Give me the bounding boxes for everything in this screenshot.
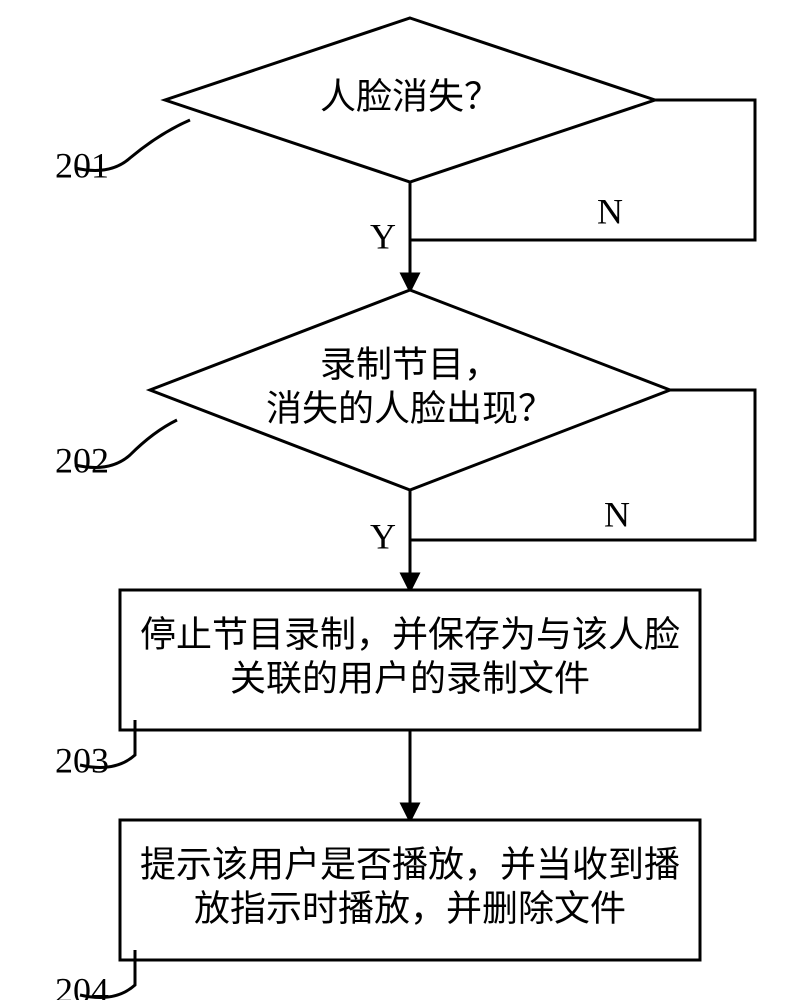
svg-text:消失的人脸出现？: 消失的人脸出现？	[266, 388, 554, 428]
svg-text:停止节目录制，并保存为与该人脸: 停止节目录制，并保存为与该人脸	[140, 614, 680, 654]
ref-label: 203	[55, 740, 109, 780]
process-node: 提示该用户是否播放，并当收到播放指示时播放，并删除文件 204	[55, 820, 700, 1000]
ref-label: 201	[55, 145, 109, 185]
svg-text:放指示时播放，并删除文件: 放指示时播放，并删除文件	[194, 888, 626, 928]
ref-label: 204	[55, 970, 109, 1000]
decision-node: 人脸消失？ 201	[55, 18, 655, 185]
svg-text:录制节目，: 录制节目，	[320, 344, 500, 384]
decision-node: 录制节目，消失的人脸出现？ 202	[55, 290, 670, 490]
svg-text:关联的用户的录制文件: 关联的用户的录制文件	[230, 658, 590, 698]
ref-label: 202	[55, 440, 109, 480]
edge-label-no: N	[604, 494, 630, 534]
process-node: 停止节目录制，并保存为与该人脸关联的用户的录制文件 203	[55, 590, 700, 780]
svg-text:人脸消失？: 人脸消失？	[320, 76, 500, 116]
edge-label-no: N	[597, 191, 623, 231]
svg-text:提示该用户是否播放，并当收到播: 提示该用户是否播放，并当收到播	[140, 844, 680, 884]
edge-label-yes: Y	[370, 216, 396, 256]
edge-label-yes: Y	[370, 516, 396, 556]
